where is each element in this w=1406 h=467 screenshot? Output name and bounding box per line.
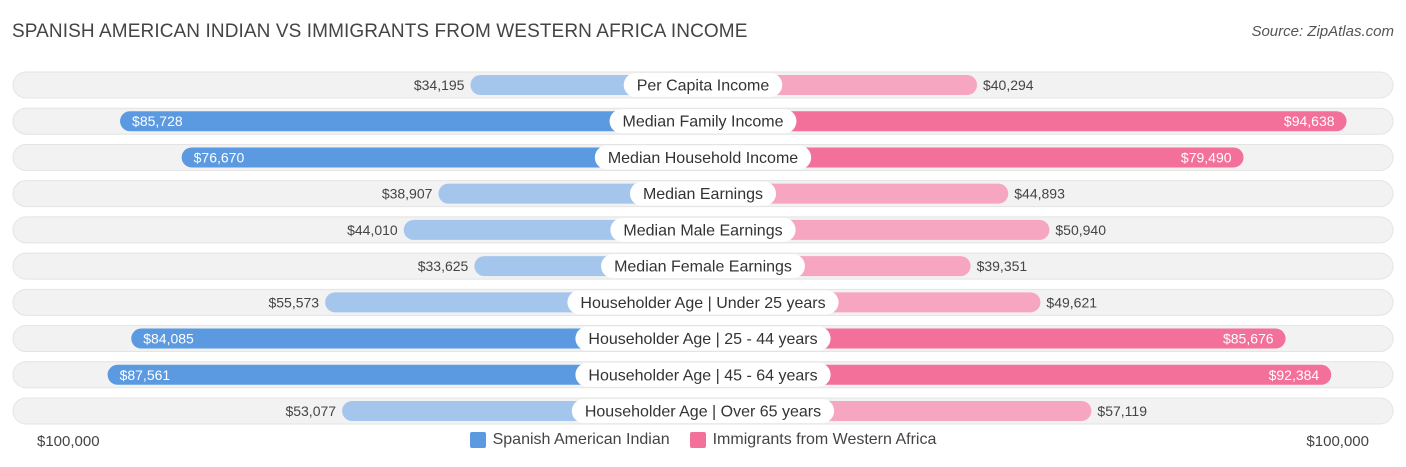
value-label-left: $85,728 (132, 113, 183, 129)
value-label-left: $84,085 (143, 331, 194, 347)
category-pill (594, 145, 812, 170)
chart-title: SPANISH AMERICAN INDIAN VS IMMIGRANTS FR… (12, 21, 748, 42)
bar-left (181, 147, 704, 168)
legend-item-left: Spanish American Indian (469, 431, 670, 449)
value-label-right: $40,294 (983, 77, 1034, 93)
bar-right (703, 183, 1009, 204)
value-label-right: $44,893 (1014, 186, 1065, 202)
chart-legend: Spanish American Indian Immigrants from … (0, 431, 1406, 449)
category-pill (629, 181, 777, 206)
bar-right (703, 364, 1332, 385)
category-pill (610, 217, 796, 242)
bar-left (120, 111, 703, 132)
value-label-right: $49,621 (1046, 294, 1097, 310)
value-label-right: $57,119 (1097, 403, 1147, 419)
category-pill (575, 326, 831, 351)
value-label-left: $33,625 (418, 258, 469, 274)
value-label-right: $50,940 (1055, 222, 1106, 238)
value-label-right: $39,351 (977, 258, 1028, 274)
category-label: Householder Age | Under 25 years (580, 295, 825, 312)
value-label-right: $79,490 (1181, 149, 1232, 165)
value-label-left: $55,573 (268, 294, 319, 310)
value-label-right: $85,676 (1223, 331, 1274, 347)
category-label: Median Household Income (608, 150, 798, 167)
bar-right (703, 111, 1347, 132)
bar-left (131, 328, 704, 349)
legend-label-right: Immigrants from Western Africa (712, 431, 937, 448)
category-label: Median Male Earnings (623, 222, 782, 239)
axis-min-label: $100,000 (37, 433, 100, 450)
value-label-left: $44,010 (347, 222, 398, 238)
value-label-right: $92,384 (1269, 367, 1320, 383)
category-label: Median Earnings (643, 186, 763, 203)
category-label: Householder Age | 25 - 44 years (588, 331, 817, 348)
category-pill (601, 254, 805, 279)
category-label: Householder Age | 45 - 64 years (588, 367, 817, 384)
category-pill (575, 362, 831, 387)
legend-item-right: Immigrants from Western Africa (689, 431, 937, 449)
category-label: Householder Age | Over 65 years (585, 403, 821, 420)
value-label-left: $53,077 (285, 403, 336, 419)
value-label-left: $87,561 (120, 367, 171, 383)
legend-swatch-right (689, 432, 706, 448)
value-label-left: $38,907 (382, 186, 433, 202)
category-pill (623, 73, 783, 97)
category-pill (571, 398, 835, 423)
legend-label-left: Spanish American Indian (492, 431, 670, 448)
legend-swatch-left (469, 432, 486, 448)
value-label-left: $76,670 (194, 149, 245, 165)
bar-left (107, 364, 703, 385)
category-label: Per Capita Income (637, 78, 770, 95)
bar-right (703, 328, 1286, 349)
category-pill (609, 109, 797, 134)
category-label: Median Family Income (623, 114, 784, 131)
category-pill (567, 290, 839, 315)
category-label: Median Female Earnings (614, 259, 792, 276)
bar-right (703, 147, 1244, 168)
value-label-left: $34,195 (414, 77, 465, 93)
value-label-right: $94,638 (1284, 113, 1335, 129)
axis-max-label: $100,000 (1306, 433, 1369, 450)
chart-source: Source: ZipAtlas.com (1251, 23, 1394, 40)
